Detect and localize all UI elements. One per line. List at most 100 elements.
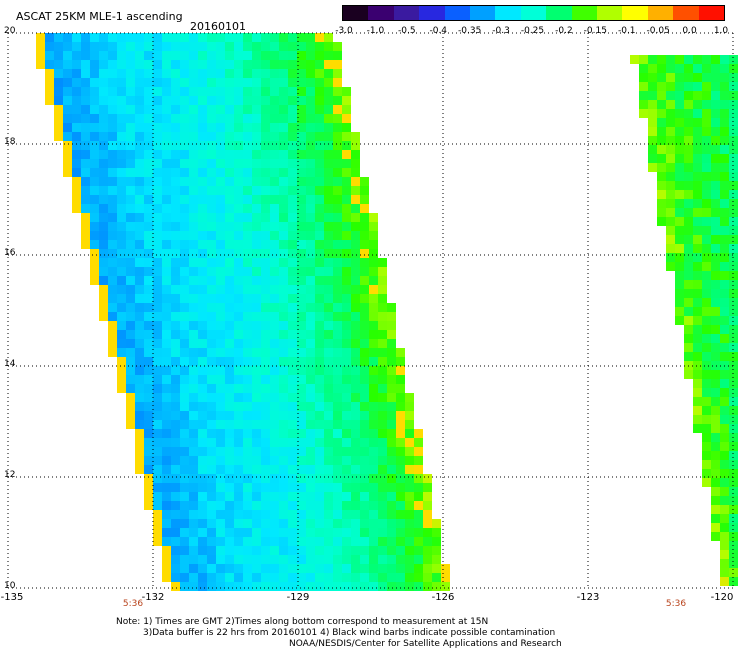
swath-cell xyxy=(648,154,657,163)
swath-cell xyxy=(360,555,369,564)
swath-cell xyxy=(315,501,324,510)
swath-cell xyxy=(234,78,243,87)
swath-cell xyxy=(198,258,207,267)
swath-cell xyxy=(279,78,288,87)
swath-cell xyxy=(369,384,378,393)
swath-cell xyxy=(306,393,315,402)
swath-cell xyxy=(702,208,711,217)
swath-cell xyxy=(720,190,729,199)
swath-cell xyxy=(396,510,405,519)
swath-cell xyxy=(162,546,171,555)
swath-cell xyxy=(135,438,144,447)
swath-cell xyxy=(63,168,72,177)
swath-cell xyxy=(288,420,297,429)
swath-cell xyxy=(243,510,252,519)
swath-cell xyxy=(126,303,135,312)
swath-cell xyxy=(270,96,279,105)
swath-cell xyxy=(342,204,351,213)
swath-cell xyxy=(720,253,729,262)
swath-cell xyxy=(189,555,198,564)
swath-cell xyxy=(351,375,360,384)
swath-cell xyxy=(171,411,180,420)
swath-cell xyxy=(225,537,234,546)
swath-cell xyxy=(324,222,333,231)
swath-cell xyxy=(261,528,270,537)
swath-cell xyxy=(315,420,324,429)
swath-cell xyxy=(153,483,162,492)
swath-cell xyxy=(225,456,234,465)
swath-cell xyxy=(369,555,378,564)
swath-cell xyxy=(171,168,180,177)
swath-cell xyxy=(270,312,279,321)
swath-cell xyxy=(261,303,270,312)
swath-cell xyxy=(189,501,198,510)
swath-cell xyxy=(216,96,225,105)
swath-cell xyxy=(351,366,360,375)
swath-cell xyxy=(360,411,369,420)
swath-cell xyxy=(135,411,144,420)
swath-cell xyxy=(288,339,297,348)
swath-cell xyxy=(144,105,153,114)
swath-cell xyxy=(324,402,333,411)
swath-cell xyxy=(99,285,108,294)
swath-cell xyxy=(378,312,387,321)
swath-cell xyxy=(711,199,720,208)
swath-cell xyxy=(720,532,729,541)
swath-cell xyxy=(72,87,81,96)
swath-cell xyxy=(117,222,126,231)
swath-cell xyxy=(207,60,216,69)
swath-cell xyxy=(99,195,108,204)
swath-cell xyxy=(243,321,252,330)
swath-cell xyxy=(252,213,261,222)
swath-cell xyxy=(396,492,405,501)
swath-cell xyxy=(306,303,315,312)
swath-cell xyxy=(315,519,324,528)
swath-cell xyxy=(711,505,720,514)
swath-cell xyxy=(342,177,351,186)
swath-cell xyxy=(711,334,720,343)
swath-cell xyxy=(324,474,333,483)
swath-cell xyxy=(279,456,288,465)
swath-cell xyxy=(711,523,720,532)
swath-cell xyxy=(333,267,342,276)
swath-cell xyxy=(90,42,99,51)
swath-cell xyxy=(270,258,279,267)
swath-cell xyxy=(693,163,702,172)
swath-cell xyxy=(324,537,333,546)
swath-cell xyxy=(693,424,702,433)
colorbar-tick-label: -1.0 xyxy=(366,26,385,36)
swath-cell xyxy=(324,303,333,312)
swath-cell xyxy=(702,217,711,226)
swath-cell xyxy=(162,177,171,186)
swath-cell xyxy=(297,105,306,114)
swath-cell xyxy=(198,141,207,150)
swath-cell xyxy=(81,114,90,123)
swath-cell xyxy=(207,330,216,339)
swath-cell xyxy=(216,492,225,501)
swath-cell xyxy=(126,357,135,366)
swath-cell xyxy=(180,249,189,258)
swath-cell xyxy=(198,213,207,222)
swath-cell xyxy=(351,267,360,276)
swath-cell xyxy=(306,519,315,528)
swath-cell xyxy=(270,528,279,537)
swath-cell xyxy=(423,537,432,546)
swath-cell xyxy=(108,348,117,357)
swath-cell xyxy=(252,438,261,447)
swath-cell xyxy=(387,483,396,492)
swath-cell xyxy=(270,285,279,294)
swath-cell xyxy=(369,402,378,411)
swath-cell xyxy=(162,465,171,474)
swath-cell xyxy=(162,141,171,150)
swath-cell xyxy=(351,240,360,249)
swath-cell xyxy=(234,483,243,492)
swath-cell xyxy=(432,564,441,573)
swath-cell xyxy=(171,375,180,384)
swath-cell xyxy=(315,348,324,357)
swath-cell xyxy=(720,127,729,136)
swath-cell xyxy=(216,114,225,123)
swath-cell xyxy=(225,69,234,78)
swath-cell xyxy=(252,465,261,474)
swath-cell xyxy=(675,118,684,127)
swath-cell xyxy=(117,123,126,132)
